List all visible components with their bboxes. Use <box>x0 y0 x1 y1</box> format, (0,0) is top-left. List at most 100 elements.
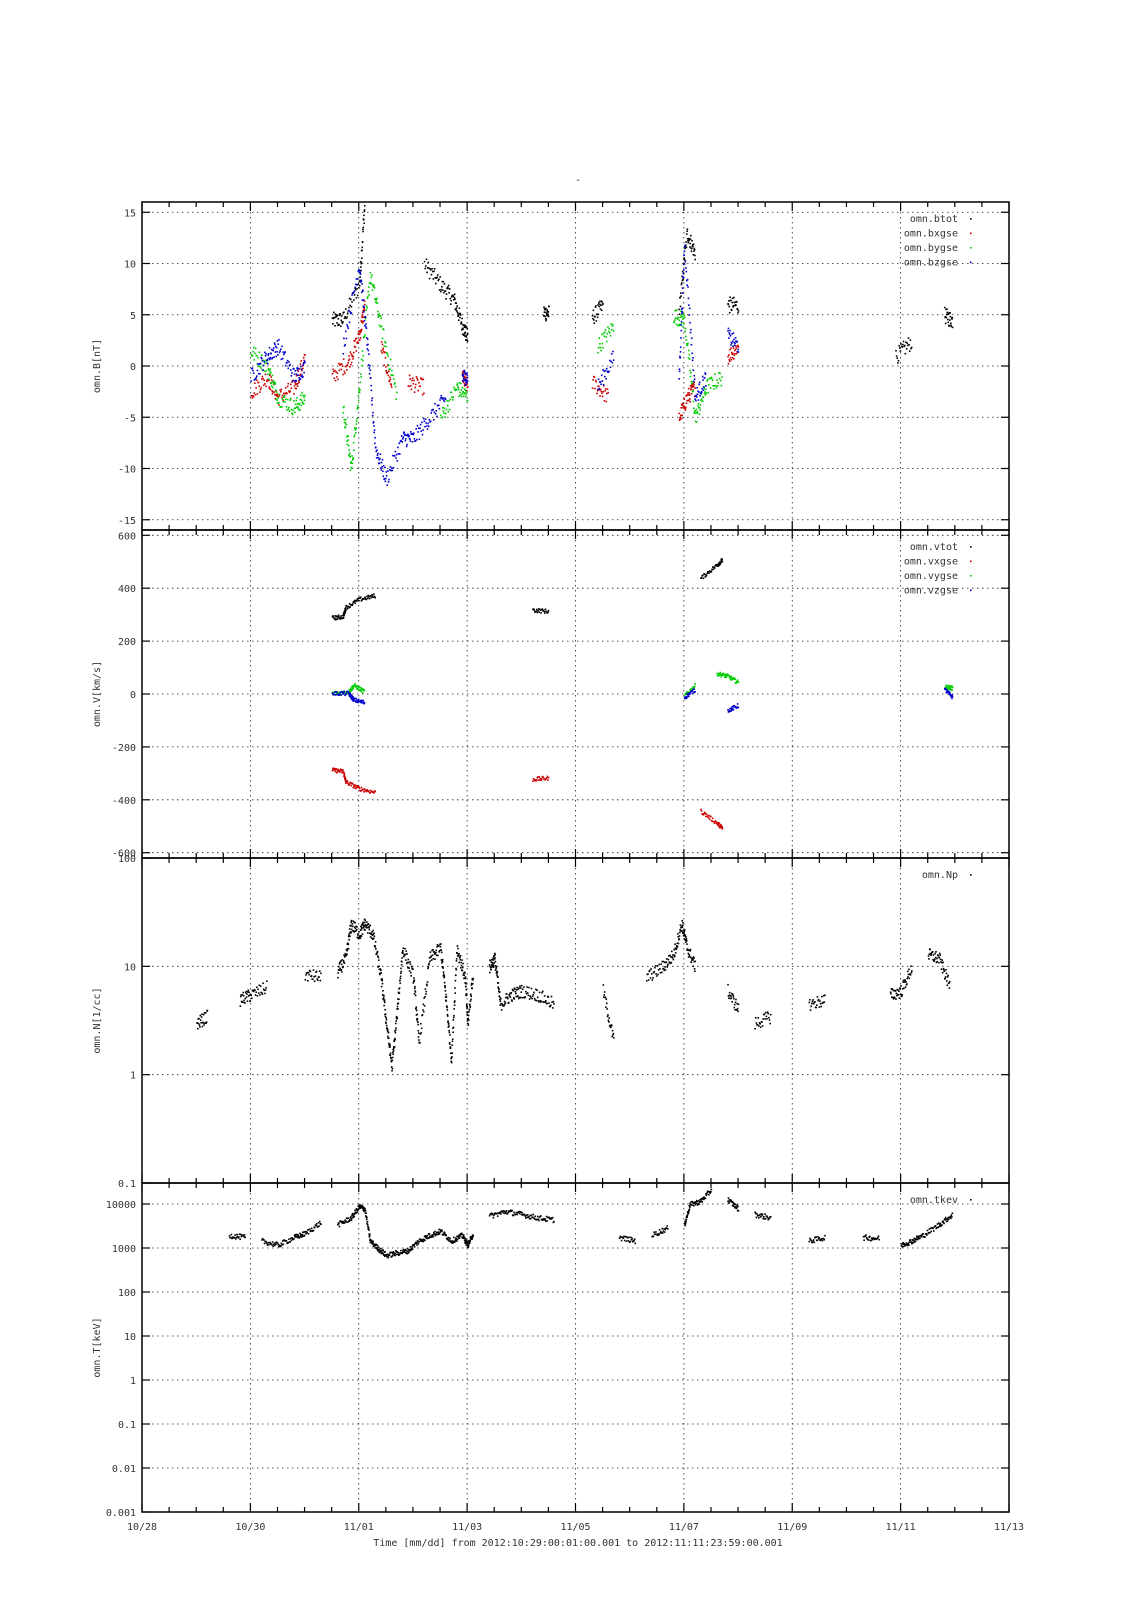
data-point <box>732 677 734 680</box>
data-point <box>355 686 358 689</box>
data-point <box>349 452 351 455</box>
data-point <box>445 996 448 998</box>
data-point <box>344 778 347 780</box>
data-point <box>460 961 462 964</box>
data-point <box>447 1239 450 1241</box>
data-point <box>344 372 346 375</box>
data-point <box>356 1211 359 1214</box>
data-point <box>389 378 392 381</box>
data-point <box>627 1240 630 1242</box>
data-point <box>288 361 290 363</box>
data-point <box>540 779 542 781</box>
data-point <box>604 329 607 331</box>
data-point <box>443 291 445 294</box>
data-point <box>298 403 300 406</box>
data-point <box>419 1041 421 1044</box>
data-point <box>360 261 363 264</box>
data-point <box>460 964 463 967</box>
data-point <box>231 1236 234 1238</box>
data-point <box>521 1211 523 1214</box>
data-point <box>693 687 695 689</box>
data-point <box>606 332 609 335</box>
data-point <box>396 1251 399 1253</box>
data-point <box>317 1226 319 1228</box>
data-point <box>403 1251 405 1254</box>
data-point <box>600 374 603 377</box>
data-point <box>948 325 950 327</box>
data-point <box>680 404 683 406</box>
data-point <box>733 997 735 1000</box>
data-point <box>410 965 413 968</box>
y-tick-label: 10 <box>124 962 136 973</box>
data-point <box>452 1236 455 1239</box>
data-point <box>728 354 730 356</box>
data-point <box>466 383 469 385</box>
data-point <box>413 993 416 995</box>
data-point <box>273 1243 275 1245</box>
data-point <box>362 228 364 231</box>
data-point <box>521 996 523 999</box>
data-point <box>681 932 684 934</box>
data-point <box>465 994 468 997</box>
data-point <box>434 277 437 279</box>
data-point <box>398 988 400 990</box>
data-point <box>933 960 936 962</box>
data-point <box>711 379 714 382</box>
data-point <box>662 960 665 963</box>
data-point <box>737 1010 739 1013</box>
data-point <box>340 963 343 966</box>
data-point <box>659 972 662 974</box>
data-point <box>371 938 374 941</box>
data-point <box>612 329 615 332</box>
data-point <box>663 1228 665 1230</box>
data-point <box>938 961 940 964</box>
data-point <box>342 353 345 355</box>
data-point <box>467 1024 470 1026</box>
data-point <box>727 1197 730 1199</box>
data-point <box>335 315 338 318</box>
data-point <box>419 427 421 430</box>
data-point <box>339 325 342 328</box>
data-point <box>276 1242 279 1244</box>
data-point <box>448 1029 450 1032</box>
data-point <box>343 614 346 616</box>
data-point <box>294 1236 296 1238</box>
data-point <box>392 374 394 377</box>
data-point <box>452 1026 455 1029</box>
data-point <box>464 976 467 978</box>
data-point <box>339 363 342 365</box>
data-point <box>356 284 358 286</box>
data-point <box>816 1239 819 1242</box>
data-point <box>414 991 417 993</box>
data-point <box>412 982 415 984</box>
data-point <box>505 993 508 995</box>
legend-marker <box>970 232 972 235</box>
data-point <box>347 327 350 330</box>
data-point <box>385 345 388 348</box>
data-point <box>731 356 734 359</box>
data-point <box>278 338 280 341</box>
data-point <box>904 352 907 355</box>
data-point <box>690 959 693 961</box>
data-point <box>415 1241 417 1244</box>
data-point <box>446 1009 449 1011</box>
data-point <box>684 941 687 944</box>
data-point <box>450 1061 453 1064</box>
data-point <box>515 989 518 991</box>
data-point <box>354 286 356 289</box>
data-point <box>696 411 699 414</box>
data-point <box>387 364 389 366</box>
data-point <box>503 1212 505 1215</box>
data-point <box>392 466 395 469</box>
y-axis-label: omn.B[nT] <box>92 339 103 393</box>
data-point <box>695 408 698 411</box>
data-point <box>291 372 293 374</box>
data-point <box>243 1235 245 1238</box>
data-point <box>363 918 366 921</box>
data-point <box>374 1244 376 1247</box>
data-point <box>385 1024 388 1027</box>
data-point <box>731 1201 733 1203</box>
data-point <box>299 374 301 377</box>
data-point <box>755 1216 758 1219</box>
data-point <box>368 367 371 369</box>
